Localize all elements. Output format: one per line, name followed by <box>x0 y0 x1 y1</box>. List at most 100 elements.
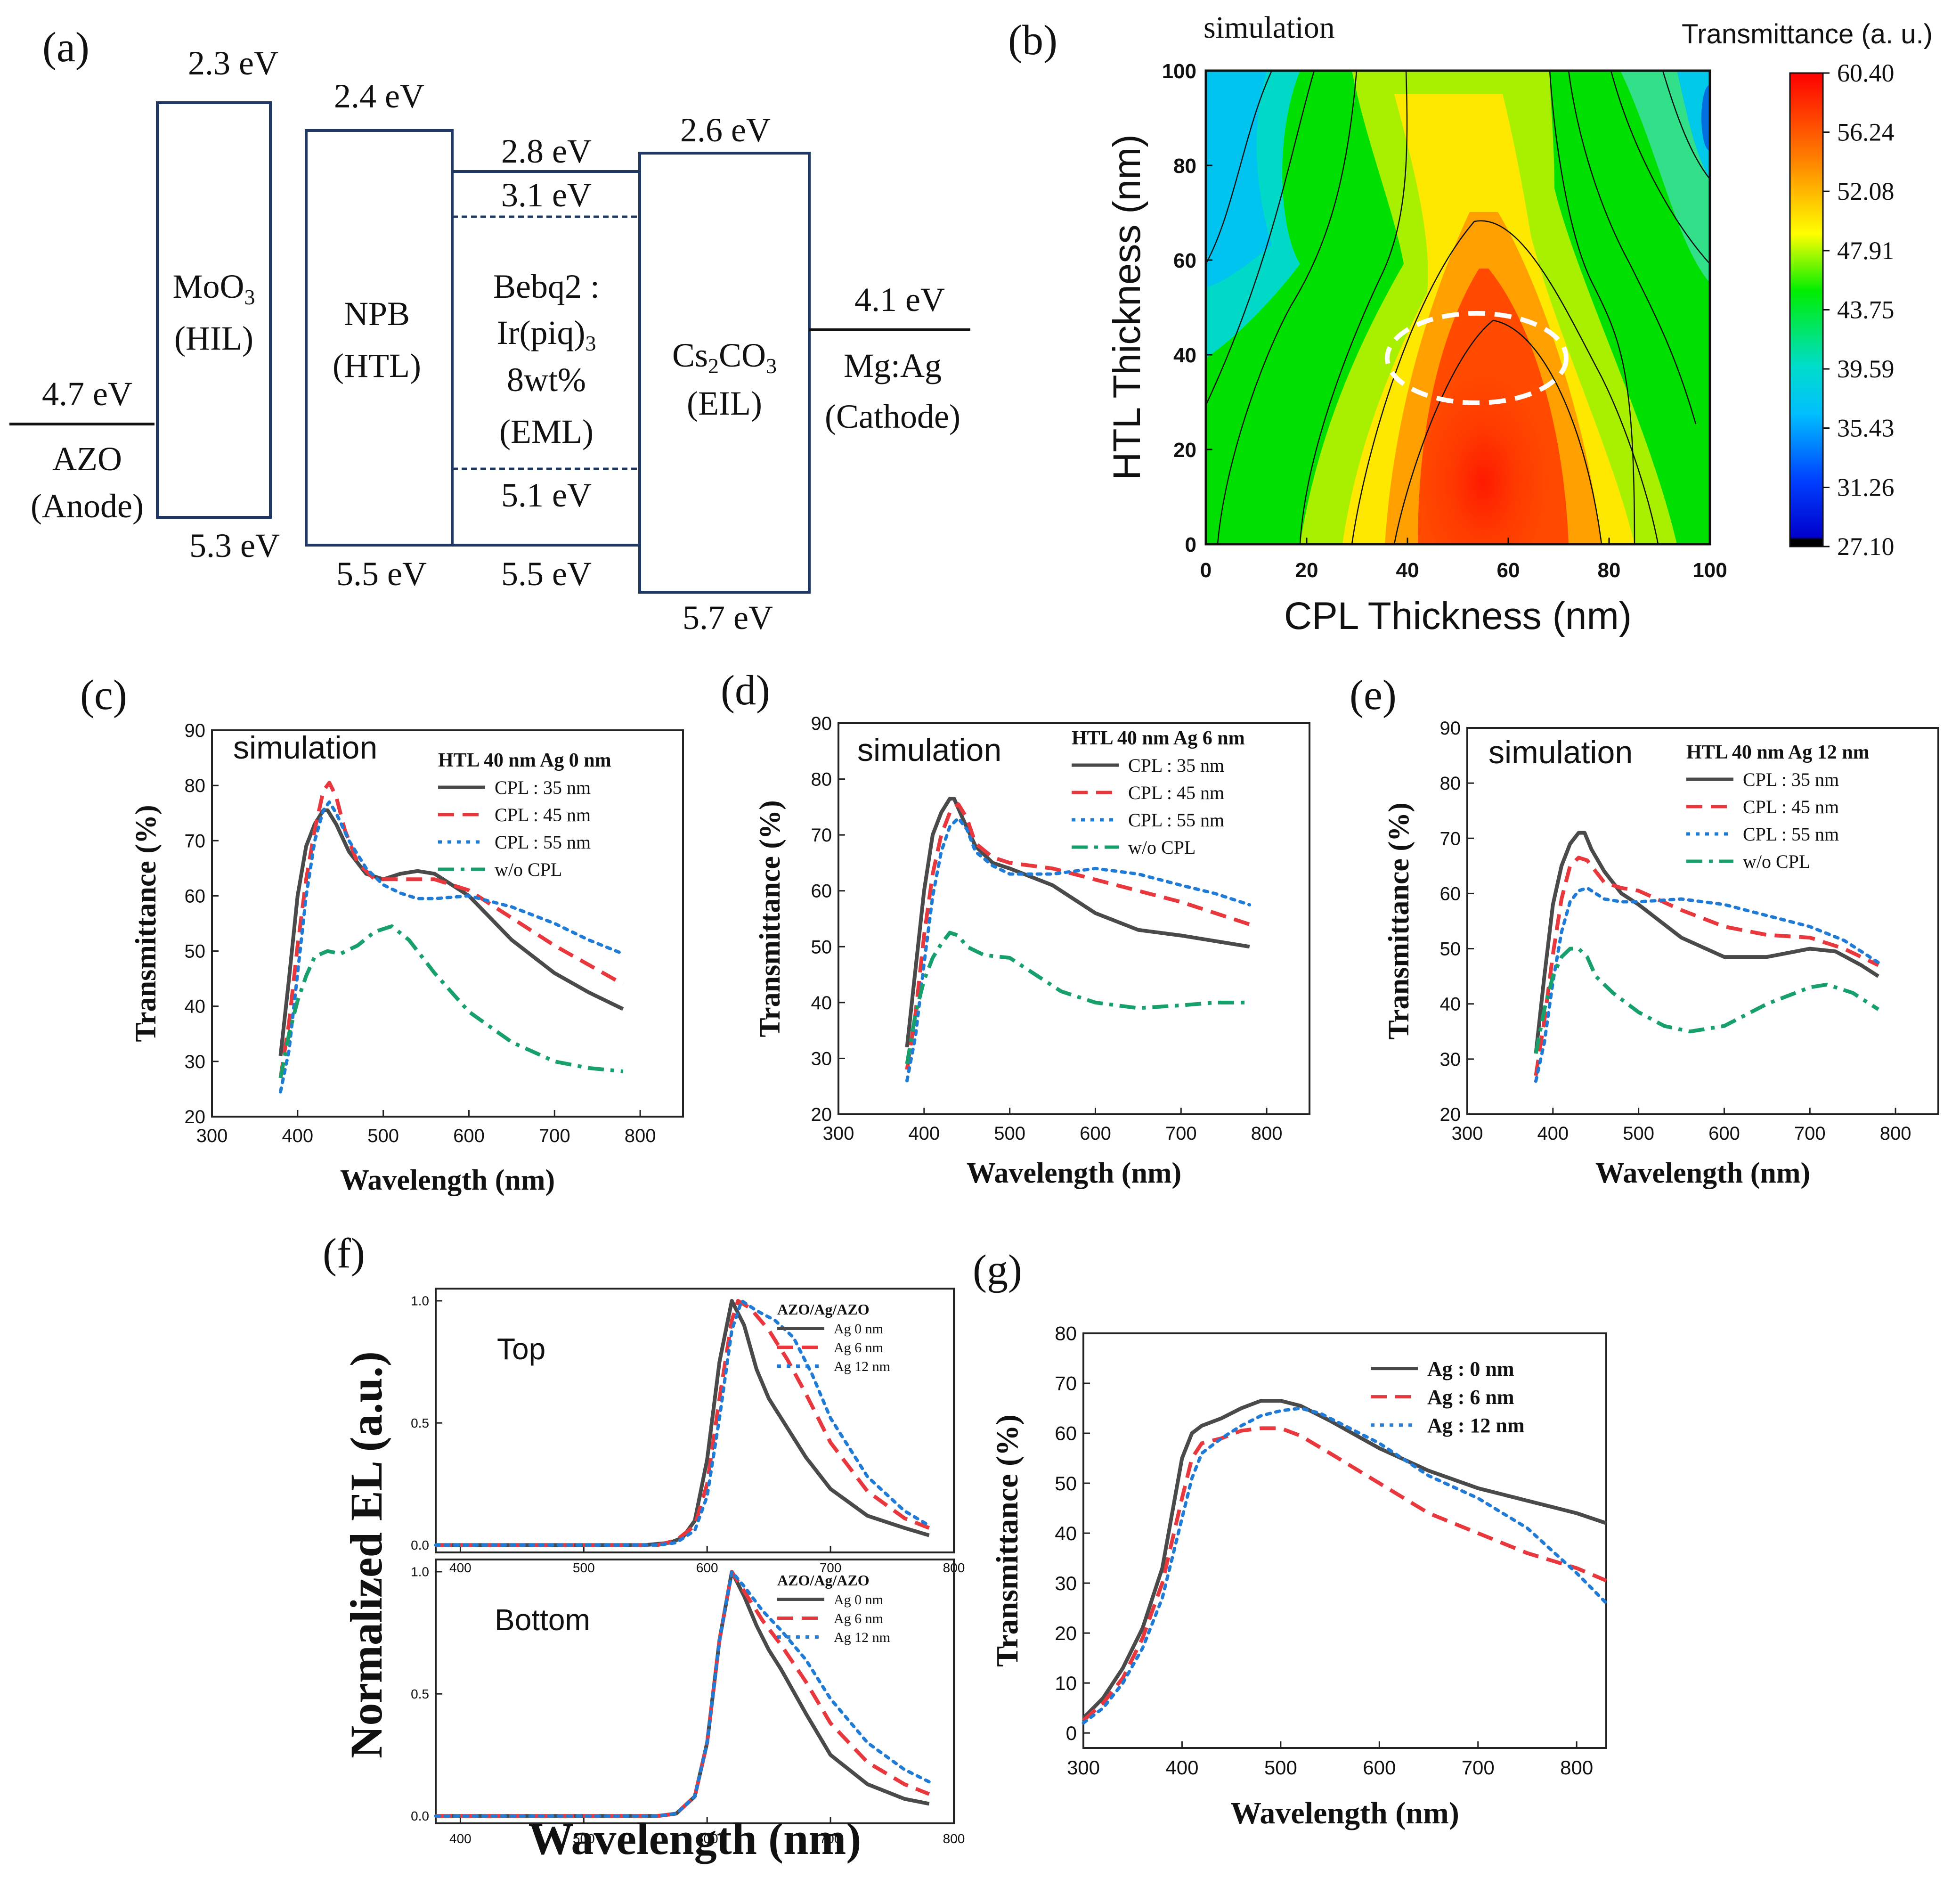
x-tick-label: 800 <box>943 1831 965 1846</box>
x-tick-label: 700 <box>1165 1123 1197 1144</box>
legend-label: Ag : 6 nm <box>1427 1386 1514 1409</box>
x-axis-label: Wavelength (nm) <box>340 1164 555 1196</box>
y-tick-label: 80 <box>1055 1323 1077 1345</box>
y-tick-label: 20 <box>1173 439 1196 462</box>
panel-a: (a) 4.7 eV AZO (Anode) 2.3 eV MoO3 (HIL)… <box>9 24 970 637</box>
colorbar <box>1789 72 1824 547</box>
y-tick-label: 40 <box>1173 344 1196 367</box>
contour-line <box>1206 71 1315 406</box>
x-tick-label: 600 <box>1363 1756 1396 1779</box>
heatmap-deepblue-right <box>1701 85 1710 151</box>
legend-label: Ag 0 nm <box>834 1592 883 1608</box>
colorbar-tick-label: 31.26 <box>1837 473 1895 501</box>
y-tick-label: 20 <box>1440 1104 1461 1125</box>
contour-line <box>1217 71 1358 544</box>
panel-f-label: (f) <box>323 1230 365 1277</box>
x-tick-label: 800 <box>1880 1123 1911 1144</box>
y-tick-label: 10 <box>1055 1672 1077 1694</box>
plot-frame <box>211 729 684 1118</box>
eml-name-line1: Bebq2 : <box>493 268 600 305</box>
x-tick-label: 500 <box>1623 1123 1654 1144</box>
y-tick-label: 80 <box>1440 773 1461 794</box>
x-tick-label: 600 <box>696 1831 718 1846</box>
y-tick-label: 90 <box>1440 718 1461 739</box>
panel-e: (e) 300 400 500 600 700 800 20 30 40 50 60 70 80 90 Wa… <box>1350 672 1939 1189</box>
plot-annotation: simulation <box>857 732 1001 768</box>
y-tick-label: 30 <box>1055 1572 1077 1594</box>
y-tick-label: 1.0 <box>411 1294 429 1308</box>
x-axis-label: Wavelength (nm) <box>529 1813 862 1864</box>
anode-name: AZO <box>52 440 122 478</box>
series-line <box>1082 1406 1608 1725</box>
x-tick-label: 80 <box>1598 559 1621 582</box>
series-line <box>1534 947 1879 1054</box>
y-tick-label: 30 <box>185 1052 206 1072</box>
colorbar-tick-label: 39.59 <box>1837 355 1895 383</box>
contour-line <box>1549 71 1635 544</box>
panel-e-label: (e) <box>1350 672 1397 719</box>
y-tick-label: 70 <box>185 831 206 851</box>
y-axis-label: Transmittance (%) <box>130 805 162 1042</box>
legend-label: Ag : 12 nm <box>1427 1414 1525 1437</box>
colorbar-tick-label: 47.91 <box>1837 237 1895 265</box>
y-tick-label: 40 <box>185 996 206 1017</box>
x-tick-label: 400 <box>1537 1123 1569 1144</box>
y-tick-label: 0.5 <box>411 1687 429 1701</box>
cathode-work-function: 4.1 eV <box>854 281 945 318</box>
cs2co3-box <box>638 152 811 594</box>
x-tick-label: 600 <box>453 1126 485 1146</box>
series-line <box>1534 831 1879 1054</box>
y-tick-label: 50 <box>185 941 206 962</box>
y-tick-label: 20 <box>1055 1622 1077 1644</box>
legend-title: HTL 40 nm Ag 0 nm <box>438 750 611 771</box>
npb-box <box>305 129 454 547</box>
contour-line <box>1206 71 1273 264</box>
x-tick-label: 60 <box>1497 559 1520 582</box>
cs2co3-role: (EIL) <box>687 384 762 422</box>
highlight-ellipse <box>1385 311 1569 405</box>
y-tick-label: 60 <box>811 881 832 902</box>
moo3-name: MoO3 <box>172 268 255 309</box>
series-line <box>1082 1426 1607 1722</box>
series-line <box>434 1570 931 1818</box>
legend-title: AZO/Ag/AZO <box>777 1301 870 1318</box>
legend-label: CPL : 45 nm <box>495 804 591 825</box>
x-tick-label: 400 <box>449 1831 472 1846</box>
y-axis-label: Transmittance (%) <box>1383 802 1415 1039</box>
legend-label: CPL : 45 nm <box>1128 782 1224 803</box>
cs2co3-lumo: 2.6 eV <box>680 111 771 149</box>
eml-dopant-lumo-label: 3.1 eV <box>501 176 592 214</box>
panel-d-label: (d) <box>721 667 770 714</box>
y-tick-label: 60 <box>1440 883 1461 904</box>
colorbar-tick-label: 27.10 <box>1837 532 1895 561</box>
npb-homo: 5.5 eV <box>336 555 427 593</box>
x-tick-label: 500 <box>573 1560 595 1575</box>
x-tick-label: 500 <box>573 1831 595 1846</box>
heatmap-xlabel: CPL Thickness (nm) <box>1284 595 1632 637</box>
heatmap-contours <box>1206 71 1710 544</box>
legend-title: HTL 40 nm Ag 12 nm <box>1686 742 1870 763</box>
x-tick-label: 20 <box>1295 559 1318 582</box>
series-line <box>278 924 624 1078</box>
x-tick-label: 700 <box>820 1831 842 1846</box>
heatmap-ylabel: HTL Thickness (nm) <box>1106 134 1148 480</box>
y-tick-label: 30 <box>1440 1049 1461 1070</box>
moo3-homo: 5.3 eV <box>189 527 280 564</box>
x-axis-label: Wavelength (nm) <box>1230 1796 1459 1830</box>
eml-name-line2: Ir(piq)3 <box>497 314 596 355</box>
panel-f: (f) 400 500 600 700 800 0.0 0.5 1.0 Top AZO/Ag/AZ… <box>323 1230 965 1864</box>
plot-annotation: Top <box>497 1332 545 1366</box>
chart-g: 300 400 500 600 700 800 0 10 20 30 40 50 60 70 80 Wavel… <box>990 1323 1608 1830</box>
y-tick-label: 80 <box>1173 155 1196 178</box>
cs2co3-homo: 5.7 eV <box>683 599 773 637</box>
plot-frame <box>1466 727 1939 1115</box>
legend-label: Ag 6 nm <box>834 1340 883 1355</box>
x-tick-label: 600 <box>1080 1123 1111 1144</box>
y-tick-label: 0.5 <box>411 1416 429 1430</box>
series-line <box>436 1298 930 1547</box>
series-line <box>279 800 625 1094</box>
series-line <box>905 817 1252 1083</box>
chart-e: 300 400 500 600 700 800 20 30 40 50 60 70 80 90 Wavele… <box>1383 718 1939 1189</box>
x-tick-label: 300 <box>823 1123 854 1144</box>
y-tick-label: 0 <box>1066 1722 1077 1744</box>
